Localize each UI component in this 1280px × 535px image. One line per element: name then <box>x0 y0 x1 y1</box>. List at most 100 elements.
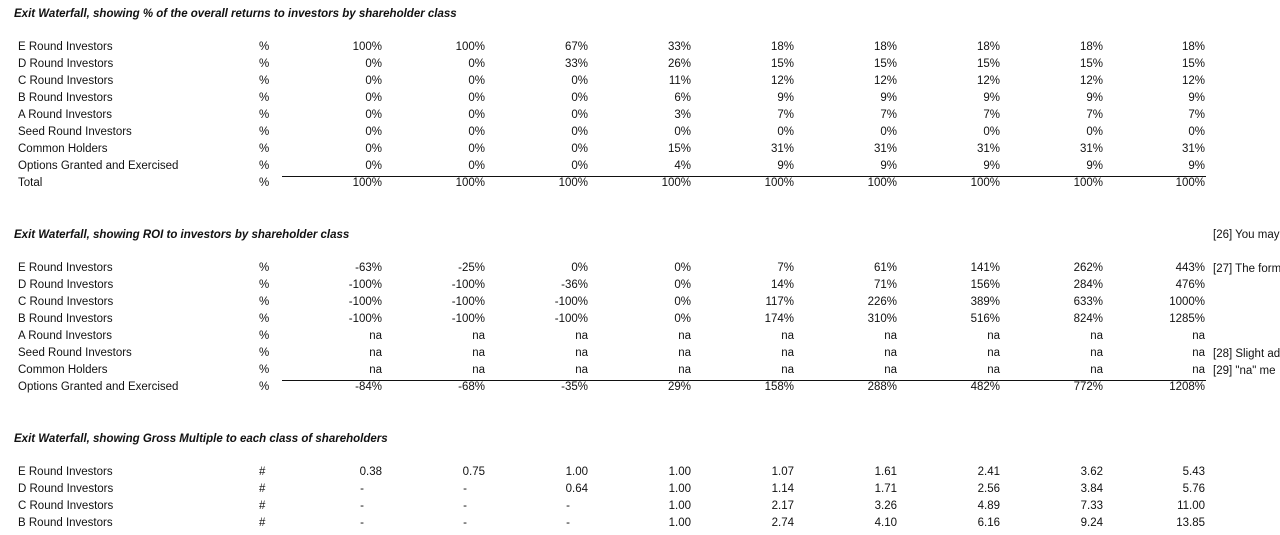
row-label: Options Granted and Exercised <box>18 381 179 393</box>
table-cell: 1000% <box>1169 296 1205 308</box>
table-cell: 0% <box>468 160 485 172</box>
table-cell: -35% <box>561 381 588 393</box>
table-cell: 9.24 <box>1080 517 1103 529</box>
table-cell: 100% <box>867 177 897 189</box>
row-unit: # <box>259 466 266 478</box>
table-cell: 3.62 <box>1080 466 1103 478</box>
row-unit: % <box>259 75 270 87</box>
table-cell: 0% <box>777 126 794 138</box>
table-cell: 0% <box>571 126 588 138</box>
table-cell: na <box>369 347 382 359</box>
table-cell: na <box>575 347 588 359</box>
table-cell: 0% <box>365 58 382 70</box>
table-cell: 7% <box>777 262 794 274</box>
row-unit: % <box>259 160 270 172</box>
table-cell: na <box>1090 347 1103 359</box>
table-cell: 0.38 <box>359 466 382 478</box>
table-cell: 9% <box>983 92 1000 104</box>
table-cell: na <box>575 364 588 376</box>
row-label: D Round Investors <box>18 279 114 291</box>
table-cell: 9% <box>777 92 794 104</box>
table-cell: 0% <box>1086 126 1103 138</box>
table-cell: 61% <box>873 262 897 274</box>
table-cell: na <box>678 364 691 376</box>
section-title-returns-share: Exit Waterfall, showing % of the overall… <box>14 8 457 20</box>
table-cell: 9% <box>1188 92 1205 104</box>
section-title-gross-multiple: Exit Waterfall, showing Gross Multiple t… <box>14 433 388 445</box>
table-cell: - <box>360 500 364 512</box>
table-cell: 0% <box>365 126 382 138</box>
table-cell: 31% <box>1181 143 1205 155</box>
row-label: Seed Round Investors <box>18 347 132 359</box>
table-cell: - <box>360 483 364 495</box>
row-label: B Round Investors <box>18 313 113 325</box>
table-cell: 100% <box>970 177 1000 189</box>
row-label: Seed Round Investors <box>18 126 132 138</box>
table-cell: 15% <box>667 143 691 155</box>
row-label: B Round Investors <box>18 92 113 104</box>
table-cell: 7.33 <box>1080 500 1103 512</box>
table-cell: na <box>781 364 794 376</box>
row-label: A Round Investors <box>18 109 112 121</box>
table-cell: 0% <box>571 109 588 121</box>
table-cell: 2.74 <box>771 517 794 529</box>
table-cell: 6.16 <box>977 517 1000 529</box>
table-cell: 5.76 <box>1182 483 1205 495</box>
table-cell: 9% <box>983 160 1000 172</box>
table-cell: - <box>463 517 467 529</box>
table-cell: na <box>369 364 382 376</box>
table-cell: 0% <box>674 262 691 274</box>
table-cell: -100% <box>451 279 485 291</box>
table-cell: 31% <box>770 143 794 155</box>
table-cell: 15% <box>873 58 897 70</box>
table-cell: 476% <box>1175 279 1205 291</box>
table-cell: 0% <box>365 75 382 87</box>
table-cell: -68% <box>458 381 485 393</box>
row-unit: # <box>259 500 266 512</box>
table-cell: 2.41 <box>977 466 1000 478</box>
table-cell: na <box>987 347 1000 359</box>
table-cell: 11.00 <box>1177 500 1205 512</box>
table-cell: 1.00 <box>668 517 691 529</box>
table-cell: 1.61 <box>874 466 897 478</box>
table-cell: 7% <box>983 109 1000 121</box>
row-label: C Round Investors <box>18 75 114 87</box>
table-cell: 389% <box>970 296 1000 308</box>
row-unit: % <box>259 279 270 291</box>
table-cell: 1.07 <box>771 466 794 478</box>
table-cell: 0% <box>365 92 382 104</box>
table-cell: 0% <box>468 75 485 87</box>
table-cell: 1.71 <box>874 483 897 495</box>
table-cell: 0% <box>880 126 897 138</box>
table-cell: 7% <box>777 109 794 121</box>
table-cell: -100% <box>554 296 588 308</box>
row-unit: % <box>259 41 270 53</box>
table-cell: -25% <box>458 262 485 274</box>
table-cell: 174% <box>764 313 794 325</box>
table-cell: 6% <box>674 92 691 104</box>
table-cell: 0.75 <box>462 466 485 478</box>
row-label: Options Granted and Exercised <box>18 160 179 172</box>
table-cell: 18% <box>873 41 897 53</box>
table-cell: 0% <box>468 58 485 70</box>
row-unit: % <box>259 296 270 308</box>
table-cell: 1.00 <box>668 500 691 512</box>
table-cell: na <box>1192 364 1205 376</box>
footnote-26: [26] You may <box>1213 229 1280 241</box>
table-cell: 633% <box>1073 296 1103 308</box>
table-cell: 0% <box>571 143 588 155</box>
table-cell: 0% <box>1188 126 1205 138</box>
table-cell: 9% <box>1086 92 1103 104</box>
table-cell: 7% <box>1086 109 1103 121</box>
table-cell: 33% <box>667 41 691 53</box>
table-cell: 0% <box>468 126 485 138</box>
table-cell: 156% <box>970 279 1000 291</box>
table-cell: 226% <box>867 296 897 308</box>
table-cell: - <box>566 500 570 512</box>
table-cell: 12% <box>1079 75 1103 87</box>
table-cell: na <box>678 347 691 359</box>
table-cell: -100% <box>554 313 588 325</box>
row-label: C Round Investors <box>18 500 114 512</box>
table-cell: 13.85 <box>1176 517 1205 529</box>
table-cell: 12% <box>770 75 794 87</box>
